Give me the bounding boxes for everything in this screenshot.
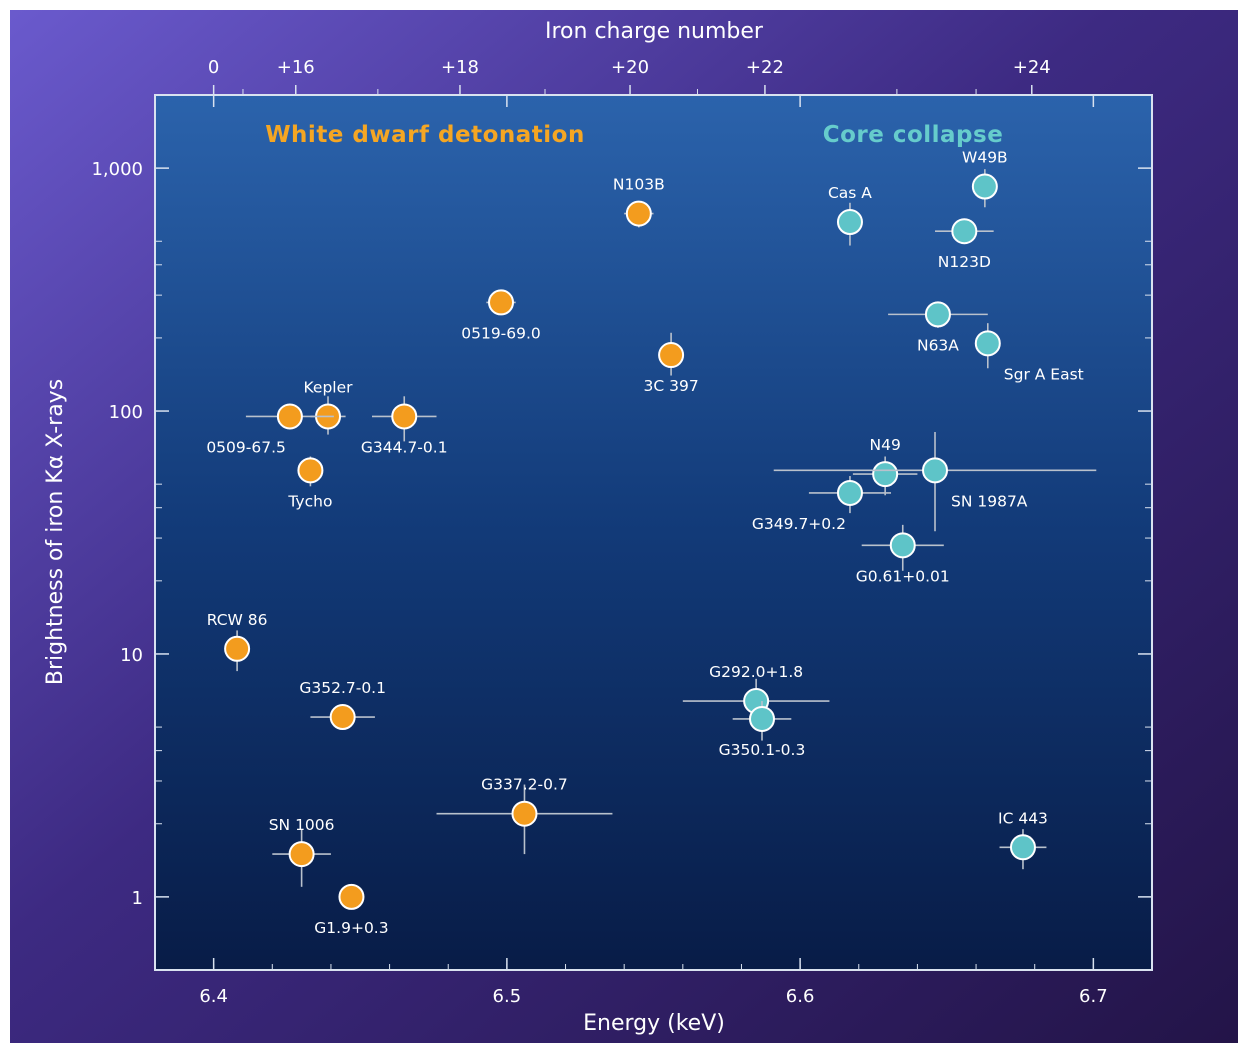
point-label: G1.9+0.3 [314, 919, 388, 937]
x-tick-label: 6.6 [786, 986, 815, 1007]
data-point [748, 705, 775, 732]
data-point [889, 532, 916, 559]
data-point [836, 479, 863, 506]
data-point [625, 200, 652, 227]
top-tick-label: +16 [277, 57, 315, 78]
data-point [924, 301, 951, 328]
y-tick-label: 1 [132, 888, 143, 909]
top-tick-label: +18 [441, 57, 479, 78]
data-point [224, 635, 251, 662]
point-label: 0509-67.5 [206, 438, 286, 456]
point-label: 0519-69.0 [461, 324, 541, 342]
point-label: N49 [869, 436, 900, 454]
point-label: G350.1-0.3 [719, 741, 806, 759]
y-axis-title: Brightness of iron Kα X-rays [43, 379, 68, 685]
point-label: N103B [613, 176, 665, 194]
data-point [836, 209, 863, 236]
point-label: SN 1987A [951, 492, 1028, 510]
plot-area [154, 94, 1153, 971]
x-tick-label: 6.4 [199, 986, 228, 1007]
point-label: G344.7-0.1 [361, 438, 448, 456]
data-point [974, 330, 1001, 357]
point-label: N123D [938, 253, 991, 271]
point-label: RCW 86 [207, 611, 268, 629]
data-point [288, 841, 315, 868]
point-label: SN 1006 [269, 816, 335, 834]
data-point [338, 883, 365, 910]
point-label: G349.7+0.2 [752, 515, 846, 533]
y-tick-label: 100 [109, 402, 143, 423]
data-point [276, 403, 303, 430]
data-point [971, 173, 998, 200]
axes-layer: 6.4 6.5 6.6 6.7 0 +16 +18 +20 +22 +24 1 10 100 1,000 [91, 57, 1153, 1007]
top-tick-label: +22 [746, 57, 784, 78]
top-tick-label: 0 [208, 57, 219, 78]
data-point [329, 704, 356, 731]
point-label: Kepler [304, 378, 354, 396]
top-axis-title: Iron charge number [545, 19, 764, 44]
data-point [872, 461, 899, 488]
point-label: W49B [962, 149, 1008, 167]
x-tick-label: 6.5 [493, 986, 522, 1007]
points-layer: N103B 0519-69.0 3C 397 Kepler 0509-67.5 G344.… [206, 149, 1097, 937]
point-label: G0.61+0.01 [856, 567, 950, 585]
top-tick-label: +24 [1013, 57, 1051, 78]
point-label: N63A [917, 336, 959, 354]
data-point [488, 289, 515, 316]
data-point [391, 403, 418, 430]
point-label: IC 443 [998, 809, 1048, 827]
point-label: G352.7-0.1 [299, 679, 386, 697]
top-tick-label: +20 [611, 57, 649, 78]
data-point [511, 800, 538, 827]
point-label: Tycho [287, 492, 332, 510]
group-title-white-dwarf: White dwarf detonation [265, 122, 585, 148]
data-point [658, 342, 685, 369]
point-label: Cas A [828, 184, 872, 202]
point-label: Sgr A East [1004, 365, 1084, 383]
group-title-core-collapse: Core collapse [823, 122, 1004, 148]
data-point [922, 457, 949, 484]
data-point [951, 218, 978, 245]
data-point [1009, 834, 1036, 861]
y-tick-label: 1,000 [91, 159, 143, 180]
x-tick-label: 6.7 [1079, 986, 1108, 1007]
point-label: 3C 397 [643, 377, 698, 395]
data-point [297, 457, 324, 484]
y-tick-label: 10 [120, 645, 143, 666]
point-label: G337.2-0.7 [481, 776, 568, 794]
point-label: G292.0+1.8 [709, 663, 803, 681]
x-axis-title: Energy (keV) [583, 1011, 725, 1036]
